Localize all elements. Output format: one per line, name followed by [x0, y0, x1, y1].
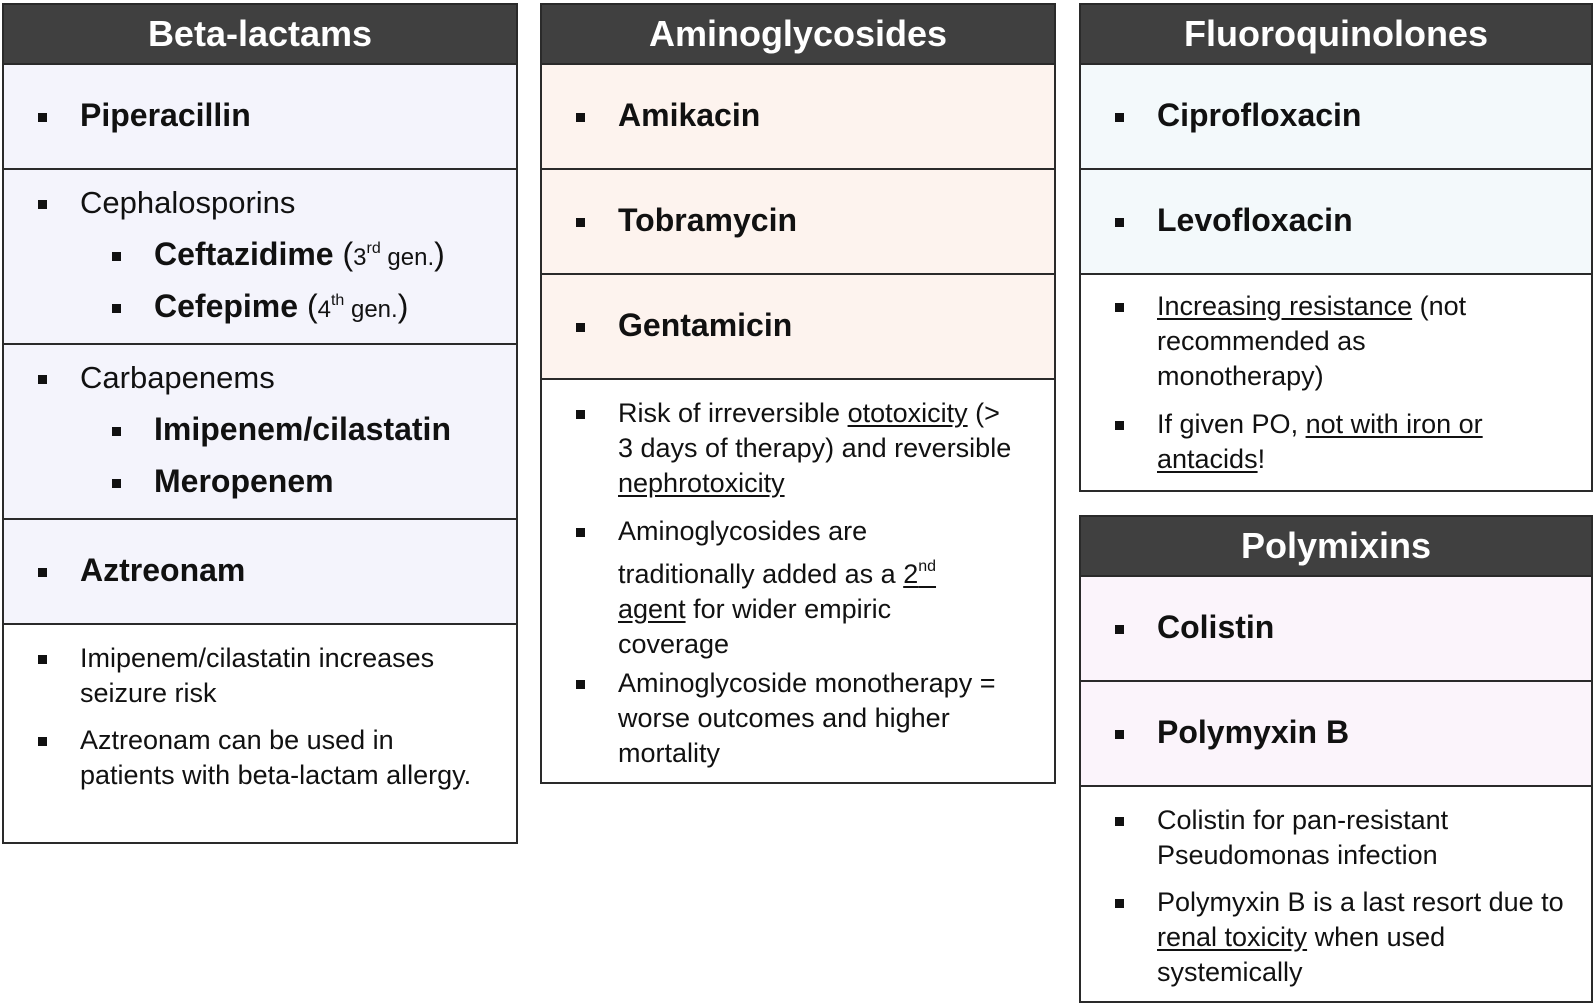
fluoroquinolones-header: Fluoroquinolones [1081, 5, 1591, 65]
beta-notes: Imipenem/cilastatin increases seizure ri… [4, 625, 516, 841]
ciprofloxacin-label: Ciprofloxacin [1157, 97, 1362, 133]
polymyxin-b-label: Polymyxin B [1157, 714, 1350, 750]
bullet-icon [576, 113, 585, 122]
tobramycin-row: Tobramycin [542, 170, 1054, 275]
tobramycin-label: Tobramycin [618, 202, 797, 238]
bullet-icon [38, 200, 47, 209]
beta-note-1: Imipenem/cilastatin increases seizure ri… [80, 643, 435, 708]
nephrotoxicity-term: nephrotoxicity [618, 468, 785, 498]
poly-note-1: Colistin for pan-resistant Pseudomonas i… [1157, 805, 1449, 870]
gentamicin-label: Gentamicin [618, 307, 793, 343]
bullet-icon [576, 323, 585, 332]
bullet-icon [576, 528, 585, 537]
cefepime-item: Cefepime (4th gen.) [154, 288, 409, 324]
bullet-icon [1115, 730, 1124, 739]
aminoglycosides-header: Aminoglycosides [542, 5, 1054, 65]
bullet-icon [1115, 303, 1124, 312]
poly-notes: Colistin for pan-resistant Pseudomonas i… [1081, 787, 1591, 1001]
bullet-icon [1115, 421, 1124, 430]
bullet-icon [576, 410, 585, 419]
amino-note-2: Aminoglycosides are traditionally added … [618, 516, 937, 659]
cefepime-gen-sup: th [330, 292, 345, 309]
fluoro-notes: Increasing resistance (not recommended a… [1081, 275, 1591, 490]
piperacillin-row: Piperacillin [4, 65, 516, 170]
renal-toxicity-term: renal toxicity [1157, 922, 1308, 952]
gen-word: gen. [344, 296, 398, 323]
bullet-icon [38, 655, 47, 664]
gentamicin-row: Gentamicin [542, 275, 1054, 380]
piperacillin-label: Piperacillin [80, 97, 251, 133]
bullet-icon [576, 218, 585, 227]
levofloxacin-label: Levofloxacin [1157, 202, 1353, 238]
colistin-label: Colistin [1157, 609, 1275, 645]
ceftazidime-item: Ceftazidime (3rd gen.) [154, 236, 445, 272]
colistin-row: Colistin [1081, 577, 1591, 682]
imipenem-label: Imipenem/cilastatin [154, 411, 451, 447]
beta-note-2: Aztreonam can be used in patients with b… [80, 725, 472, 790]
cephalosporins-label: Cephalosporins [80, 185, 296, 220]
ototoxicity-term: ototoxicity [847, 398, 968, 428]
bullet-icon [38, 568, 47, 577]
ceftazidime-gen-sup: rd [366, 240, 381, 257]
bullet-icon [38, 113, 47, 122]
polymyxin-b-row: Polymyxin B [1081, 682, 1591, 787]
polymixins-panel: Polymixins Colistin Polymyxin B Colistin… [1079, 515, 1593, 1003]
bullet-icon [112, 252, 121, 261]
ceftazidime-label: Ceftazidime [154, 236, 334, 272]
ceftazidime-gen-num: 3 [353, 244, 367, 271]
bullet-icon [1115, 817, 1124, 826]
bullet-icon [1115, 899, 1124, 908]
meropenem-label: Meropenem [154, 463, 334, 499]
cefepime-label: Cefepime [154, 288, 299, 324]
bullet-icon [112, 304, 121, 313]
bullet-icon [1115, 625, 1124, 634]
poly-note-2: Polymyxin B is a last resort due to rena… [1157, 887, 1564, 987]
ciprofloxacin-row: Ciprofloxacin [1081, 65, 1591, 170]
cephalosporins-row: Cephalosporins Ceftazidime (3rd gen.) Ce… [4, 170, 516, 345]
cefepime-gen-num: 4 [317, 296, 331, 323]
fluoro-note-2: If given PO, not with iron or antacids! [1157, 409, 1483, 474]
bullet-icon [38, 375, 47, 384]
bullet-icon [112, 427, 121, 436]
carbapenems-label: Carbapenems [80, 360, 275, 395]
amino-note-3: Aminoglycoside monotherapy = worse outco… [618, 668, 996, 768]
beta-lactams-panel: Beta-lactams Piperacillin Cephalosporins… [2, 3, 518, 844]
amikacin-row: Amikacin [542, 65, 1054, 170]
amikacin-label: Amikacin [618, 97, 761, 133]
iron-antacids-term: not with iron or antacids [1157, 409, 1483, 474]
aminoglycosides-panel: Aminoglycosides Amikacin Tobramycin Gent… [540, 3, 1056, 784]
bullet-icon [576, 680, 585, 689]
polymixins-header: Polymixins [1081, 517, 1591, 577]
gen-word: gen. [380, 244, 435, 271]
amino-notes: Risk of irreversible ototoxicity (> 3 da… [542, 380, 1054, 780]
levofloxacin-row: Levofloxacin [1081, 170, 1591, 275]
aztreonam-row: Aztreonam [4, 520, 516, 625]
beta-lactams-header: Beta-lactams [4, 5, 516, 65]
bullet-icon [1115, 113, 1124, 122]
second-agent-term: 2nd agent [618, 558, 937, 624]
bullet-icon [1115, 218, 1124, 227]
amino-note-1: Risk of irreversible ototoxicity (> 3 da… [618, 398, 1012, 498]
fluoro-note-1: Increasing resistance (not recommended a… [1157, 291, 1467, 391]
bullet-icon [112, 479, 121, 488]
fluoroquinolones-panel: Fluoroquinolones Ciprofloxacin Levofloxa… [1079, 3, 1593, 492]
carbapenems-row: Carbapenems Imipenem/cilastatin Meropene… [4, 345, 516, 520]
aztreonam-label: Aztreonam [80, 552, 246, 588]
increasing-resistance-term: Increasing resistance [1157, 291, 1413, 321]
bullet-icon [38, 737, 47, 746]
